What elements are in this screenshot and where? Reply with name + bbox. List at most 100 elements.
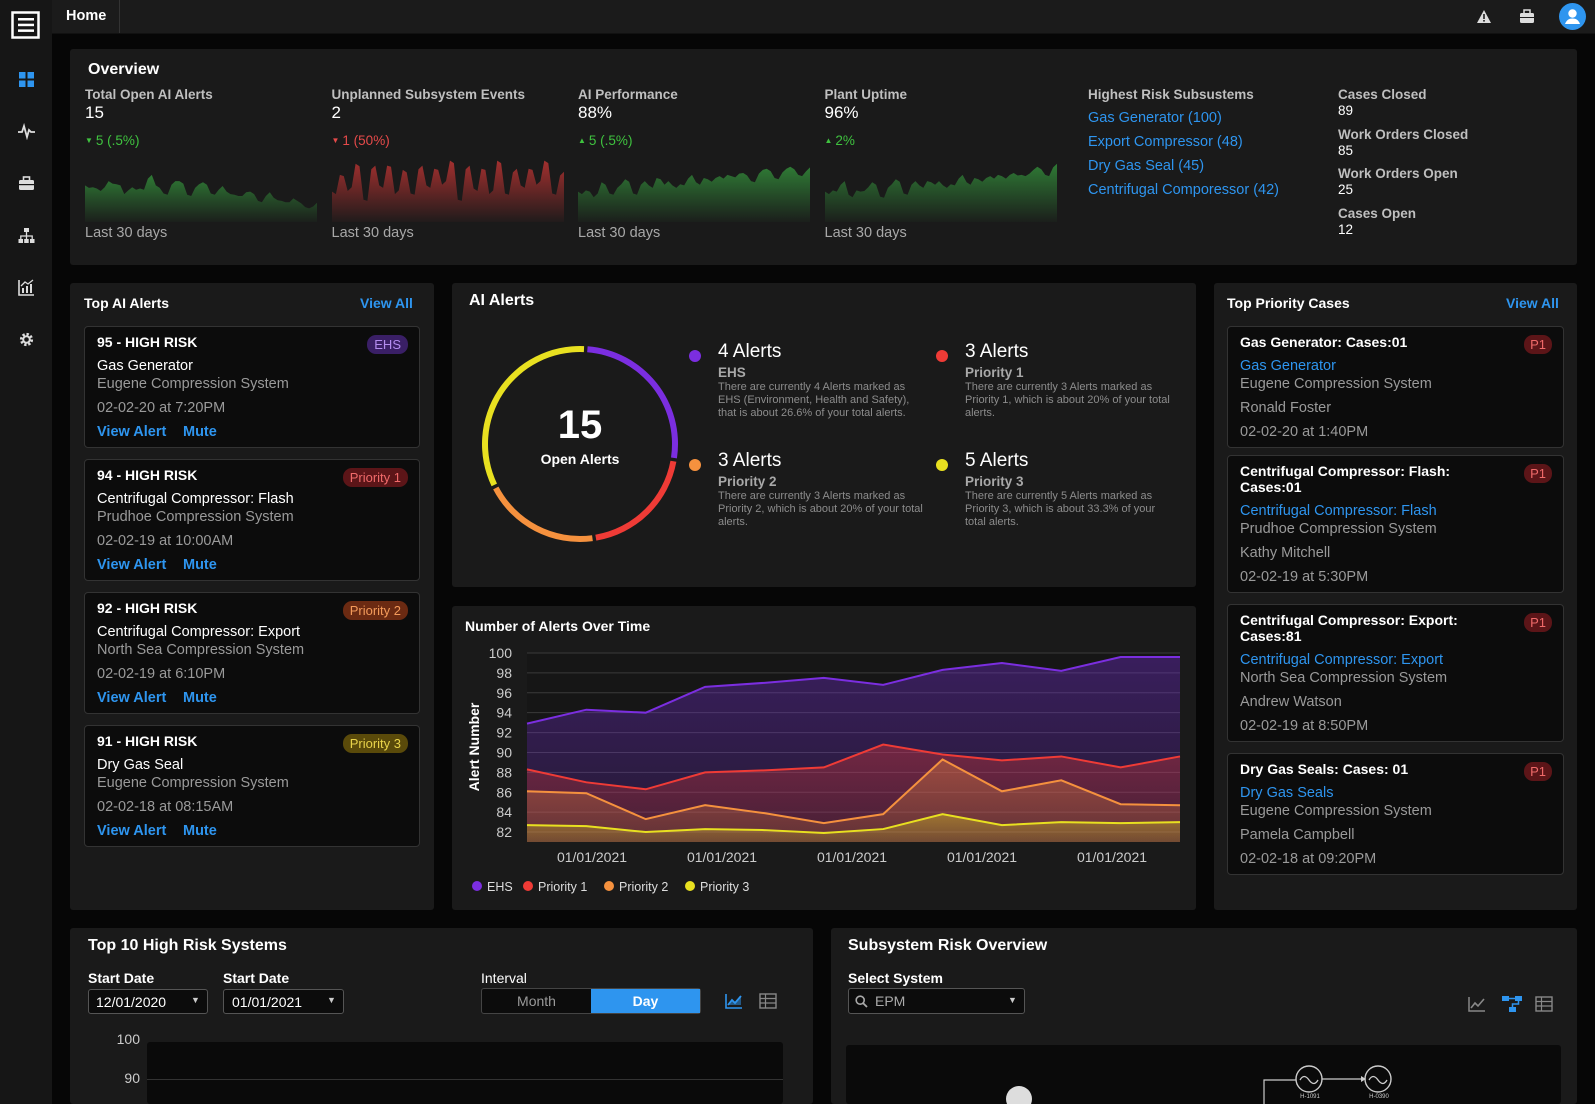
hierarchy-icon[interactable] [18, 227, 35, 244]
month-toggle[interactable]: Month [517, 993, 556, 1009]
y-tick-label: 92 [496, 725, 512, 741]
warning-icon[interactable] [1476, 9, 1492, 24]
legend-count: 4 Alerts [718, 341, 782, 362]
case-card[interactable]: Gas Generator: Cases:01 P1 Gas Generator Eu… [1227, 326, 1564, 448]
y-tick-label: 98 [496, 665, 512, 681]
alerts-donut-chart [482, 346, 678, 542]
sidebar [0, 0, 52, 1104]
series-line-priority-2 [526, 758, 1181, 825]
metric-footer: Last 30 days [85, 225, 168, 241]
legend-dot-icon [685, 881, 695, 891]
mute-link[interactable]: Mute [183, 557, 217, 573]
legend-count: 3 Alerts [965, 341, 1029, 362]
alert-card[interactable]: 95 - HIGH RISK EHS Gas Generator Eugene Com… [84, 326, 420, 448]
view-alert-link[interactable]: View Alert [97, 557, 167, 573]
dashboard-icon[interactable] [18, 71, 35, 88]
table-icon[interactable] [759, 993, 777, 1009]
case-card[interactable]: Centrifugal Compressor: Flash: Cases:01 P… [1227, 455, 1564, 593]
vessel-node-icon [1006, 1086, 1032, 1104]
metric-change: ▲ 2% [825, 133, 855, 148]
series-line-priority-3 [526, 813, 1181, 835]
alert-title: 95 - HIGH RISK [97, 334, 198, 350]
view-alert-link[interactable]: View Alert [97, 424, 167, 440]
case-card[interactable]: Dry Gas Seals: Cases: 01 P1 Dry Gas Seals E… [1227, 753, 1564, 875]
legend-label: Priority 2 [619, 880, 668, 894]
y-tick-label: 90 [496, 744, 512, 760]
case-timestamp: 02-02-20 at 1:40PM [1240, 424, 1369, 440]
heater-node-icon [1364, 1065, 1392, 1093]
briefcase-icon[interactable] [18, 175, 35, 192]
case-assignee: Ronald Foster [1240, 400, 1332, 416]
alert-timestamp: 02-02-20 at 7:20PM [97, 400, 226, 416]
y-tick-label: 100 [489, 645, 513, 661]
risk-subsystem-link[interactable]: Centrifugal Comporessor (42) [1088, 182, 1279, 198]
mute-link[interactable]: Mute [183, 424, 217, 440]
alert-title: 91 - HIGH RISK [97, 733, 198, 749]
priority-cases-title: Top Priority Cases [1227, 295, 1350, 311]
case-timestamp: 02-02-18 at 09:20PM [1240, 851, 1377, 867]
legend-description: There are currently 3 Alerts marked as P… [965, 381, 1170, 419]
case-system: North Sea Compression System [1240, 670, 1448, 686]
metric-value: 88% [578, 103, 613, 122]
network-diagram-icon[interactable] [1501, 995, 1523, 1013]
mute-link[interactable]: Mute [183, 823, 217, 839]
view-alert-link[interactable]: View Alert [97, 690, 167, 706]
alert-card[interactable]: 92 - HIGH RISK Priority 2 Centrifugal Comp… [84, 592, 420, 714]
metric-value: 96% [824, 103, 859, 122]
series-line-ehs [526, 655, 1180, 725]
table-icon[interactable] [1535, 996, 1553, 1012]
risk-subsystem-link[interactable]: Export Compressor (48) [1088, 134, 1243, 150]
legend-description: There are currently 4 Alerts marked as E… [718, 381, 910, 419]
end-date-select[interactable]: 01/01/2021 ▼ [223, 989, 344, 1014]
y-tick-label: 84 [496, 804, 512, 820]
alerts-view-all-link[interactable]: View All [360, 295, 413, 311]
system-search-select[interactable]: EPM ▼ [848, 988, 1025, 1014]
user-avatar-icon[interactable] [1559, 3, 1586, 30]
top-bar: Home [52, 0, 1595, 34]
case-card[interactable]: Centrifugal Compressor: Export: Cases:81… [1227, 604, 1564, 742]
metric-change-value: 5 (.5%) [95, 133, 140, 148]
sparkline-chart [824, 163, 1057, 222]
subsystem-diagram: H-1091 H-0390 [846, 1045, 1561, 1104]
process-flow-diagram [1006, 1065, 1392, 1104]
y-axis-label: Alert Number [466, 702, 482, 791]
legend-dot-icon [689, 459, 701, 471]
view-alert-link[interactable]: View Alert [97, 823, 167, 839]
y-tick-label: 82 [496, 824, 512, 840]
analytics-icon[interactable] [18, 279, 35, 296]
interval-toggle: Month Day [481, 988, 701, 1014]
line-chart-icon[interactable] [1468, 996, 1486, 1012]
cases-view-all-link[interactable]: View All [1506, 295, 1559, 311]
overview-panel: Overview Total Open AI Alerts 15 ▼ 5 (.5%) L… [70, 49, 1577, 265]
y-tick-label: 90 [124, 1070, 140, 1086]
settings-gear-icon[interactable] [18, 331, 35, 348]
line-chart-icon[interactable] [725, 993, 743, 1009]
legend-name: Priority 1 [965, 365, 1024, 380]
legend-dot-icon [936, 350, 948, 362]
app-logo-icon[interactable] [11, 11, 40, 39]
case-asset-link[interactable]: Centrifugal Compressor: Export [1240, 652, 1444, 668]
y-tick-label: 100 [116, 1031, 140, 1047]
case-asset-link[interactable]: Gas Generator [1240, 358, 1336, 374]
stat-value: 89 [1338, 103, 1354, 118]
briefcase-icon[interactable] [1519, 9, 1535, 24]
triangle-down-icon: ▼ [85, 136, 93, 145]
home-tab[interactable]: Home [52, 0, 120, 33]
activity-icon[interactable] [18, 123, 35, 140]
donut-segment [482, 346, 585, 487]
alert-card[interactable]: 91 - HIGH RISK Priority 3 Dry Gas Seal Euge… [84, 725, 420, 847]
day-toggle[interactable]: Day [591, 989, 700, 1013]
metric-block: Plant Uptime 96% ▲ 2% Last 30 days [824, 87, 1057, 257]
series-line-priority-1 [526, 743, 1181, 791]
case-asset-link[interactable]: Dry Gas Seals [1240, 785, 1334, 801]
case-asset-link[interactable]: Centrifugal Compressor: Flash [1240, 503, 1437, 519]
risk-subsystem-link[interactable]: Dry Gas Seal (45) [1088, 158, 1205, 174]
mute-link[interactable]: Mute [183, 690, 217, 706]
x-tick-label: 01/01/2021 [947, 849, 1017, 865]
alert-card[interactable]: 94 - HIGH RISK Priority 1 Centrifugal Comp… [84, 459, 420, 581]
risk-subsystem-link[interactable]: Gas Generator (100) [1088, 110, 1222, 126]
case-timestamp: 02-02-19 at 8:50PM [1240, 718, 1369, 734]
start-date-select[interactable]: 12/01/2020 ▼ [88, 989, 208, 1014]
legend-name: Priority 3 [965, 474, 1024, 489]
chevron-down-icon: ▼ [1008, 995, 1017, 1005]
